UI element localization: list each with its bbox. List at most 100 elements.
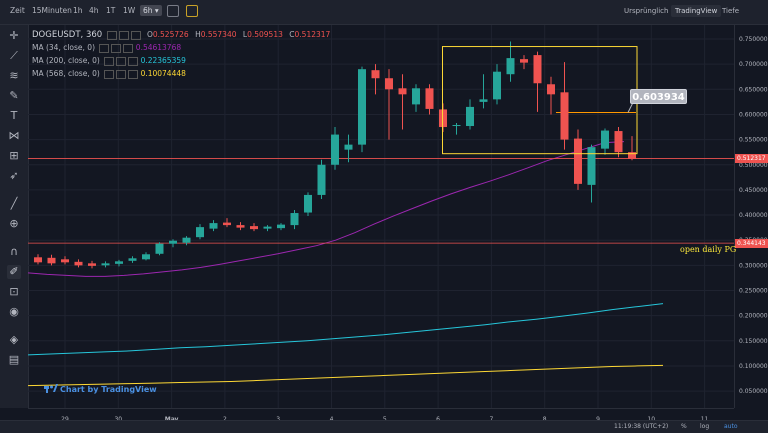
ma568-settings-icon[interactable]: [116, 69, 127, 79]
drawing-toolbar: ✛ ⟋ ≋ ✎ T ⋈ ⊞ ➶ ╱ ⊕ ∩ ✐ ⊡ ◉ ◈ ▤: [0, 25, 29, 408]
candle-body-10: [169, 240, 177, 244]
candle-body-0: [34, 257, 42, 263]
candle-body-37: [533, 55, 542, 84]
magnet-icon[interactable]: ∩: [9, 245, 19, 258]
legend-settings-icon[interactable]: [118, 30, 129, 40]
time-tick-10: 9: [596, 416, 600, 423]
candle-body-1: [47, 257, 56, 264]
candle-body-43: [614, 131, 623, 153]
interval-1w[interactable]: 1W: [123, 6, 136, 15]
ma34-value: 0.54613768: [135, 43, 182, 52]
log-toggle[interactable]: log: [700, 423, 710, 430]
interval-1h[interactable]: 1h: [73, 6, 83, 15]
legend-symbol-row: DOGEUSDT, 360 O0.525726 H0.557340 L0.509…: [32, 30, 331, 40]
candle-body-4: [88, 263, 96, 266]
brush-icon[interactable]: ✎: [9, 89, 19, 102]
price-tick-12: 0.150000: [739, 338, 768, 345]
candle-body-15: [236, 225, 245, 228]
price-tick-7: 0.400000: [739, 212, 768, 219]
time-tick-3: 2: [223, 416, 227, 423]
interval-1d[interactable]: 1T: [106, 6, 116, 15]
measure-icon[interactable]: ⊞: [9, 149, 19, 162]
lock-draw-icon[interactable]: ✐: [7, 265, 21, 279]
interval-4h[interactable]: 4h: [89, 6, 99, 15]
ma200-eye-icon[interactable]: [104, 56, 115, 66]
indicators-icon[interactable]: [167, 5, 179, 17]
ma34-close-icon[interactable]: [123, 43, 134, 53]
ma34-settings-icon[interactable]: [111, 43, 122, 53]
zoom-in-icon[interactable]: ⊕: [9, 217, 19, 230]
tradingview-logo-icon: [44, 384, 58, 393]
view-depth[interactable]: Tiefe: [722, 7, 740, 15]
time-tick-0: 29: [61, 416, 69, 423]
ma568-close-icon[interactable]: [128, 69, 139, 79]
pitchfork-icon[interactable]: ≋: [9, 69, 19, 82]
price-annotation[interactable]: 0.603934: [630, 89, 687, 104]
chart-area[interactable]: [27, 25, 734, 408]
candle-body-25: [371, 70, 380, 79]
candle-body-42: [601, 130, 609, 149]
lock-icon[interactable]: ⊡: [9, 285, 19, 298]
text-icon[interactable]: T: [10, 109, 18, 122]
time-axis[interactable]: 29 30 May 2 3 4 5 6 7 8 9 10 11: [28, 408, 734, 423]
legend-eye-icon[interactable]: [106, 30, 117, 40]
ma34-eye-icon[interactable]: [99, 43, 110, 53]
view-tradingview[interactable]: TradingView: [671, 5, 722, 17]
current-price-tag: 0.512317: [735, 154, 768, 164]
price-tick-9: 0.300000: [739, 262, 768, 269]
trash-icon[interactable]: ▤: [8, 353, 20, 366]
ma34-line: [27, 141, 625, 277]
trendline-icon[interactable]: ⟋: [10, 49, 18, 62]
layers-icon[interactable]: ◈: [9, 333, 19, 346]
close-value: 0.512317: [294, 30, 331, 39]
candle-body-26: [385, 78, 393, 90]
time-tick-8: 7: [489, 416, 493, 423]
candle-body-21: [317, 164, 326, 195]
ma200-settings-icon[interactable]: [116, 56, 127, 66]
view-original[interactable]: Ursprünglich: [624, 7, 669, 15]
rocket-icon[interactable]: ➶: [9, 169, 19, 182]
candle-body-27: [398, 88, 407, 95]
bottom-bar: 11:19:38 (UTC+2) % log auto: [0, 420, 768, 433]
price-tick-1: 0.700000: [739, 61, 768, 68]
price-tick-11: 0.200000: [739, 313, 768, 320]
legend-close-icon[interactable]: [130, 30, 141, 40]
percent-toggle[interactable]: %: [681, 423, 687, 430]
tradingview-watermark[interactable]: Chart by TradingView: [60, 385, 157, 394]
ma568-eye-icon[interactable]: [104, 69, 115, 79]
candle-body-14: [223, 222, 231, 226]
ma200-label[interactable]: MA (200, close, 0): [32, 56, 100, 65]
price-tick-2: 0.650000: [739, 86, 768, 93]
candle-body-12: [196, 227, 204, 238]
interval-15min[interactable]: 15Minuten: [32, 6, 72, 15]
candlestick-chart: [27, 25, 734, 408]
ruler-icon[interactable]: ╱: [10, 197, 18, 210]
clock: 11:19:38 (UTC+2): [614, 423, 669, 430]
candle-body-39: [560, 92, 569, 140]
candle-body-2: [61, 259, 69, 263]
candle-body-7: [128, 258, 137, 261]
candle-body-24: [358, 69, 366, 145]
candle-body-28: [412, 88, 420, 105]
crosshair-icon[interactable]: ✛: [9, 29, 19, 42]
top-toolbar: Zeit 15Minuten 1h 4h 1T 1W 6h ▾ Ursprüng…: [0, 0, 768, 25]
interval-zeit[interactable]: Zeit: [10, 6, 25, 15]
auto-toggle[interactable]: auto: [724, 423, 738, 430]
time-tick-1: 30: [114, 416, 122, 423]
eye-icon[interactable]: ◉: [9, 305, 19, 318]
low-value: 0.509513: [247, 30, 283, 39]
ma34-label[interactable]: MA (34, close, 0): [32, 43, 96, 52]
candle-body-32: [466, 106, 474, 127]
symbol-name[interactable]: DOGEUSDT, 360: [32, 30, 103, 40]
price-tick-0: 0.750000: [739, 36, 768, 43]
ma568-label[interactable]: MA (568, close, 0): [32, 69, 100, 78]
ma200-close-icon[interactable]: [128, 56, 139, 66]
candles: [34, 41, 636, 269]
open-daily-text[interactable]: open daily PG: [680, 245, 737, 254]
interval-selected[interactable]: 6h ▾: [140, 5, 162, 16]
horizontal-lines: [28, 100, 734, 244]
price-axis[interactable]: 0.750000 0.700000 0.650000 0.600000 0.550000…: [734, 25, 768, 408]
candle-body-22: [331, 134, 339, 165]
pattern-icon[interactable]: ⋈: [8, 129, 20, 142]
chart-settings-icon[interactable]: [186, 5, 198, 17]
